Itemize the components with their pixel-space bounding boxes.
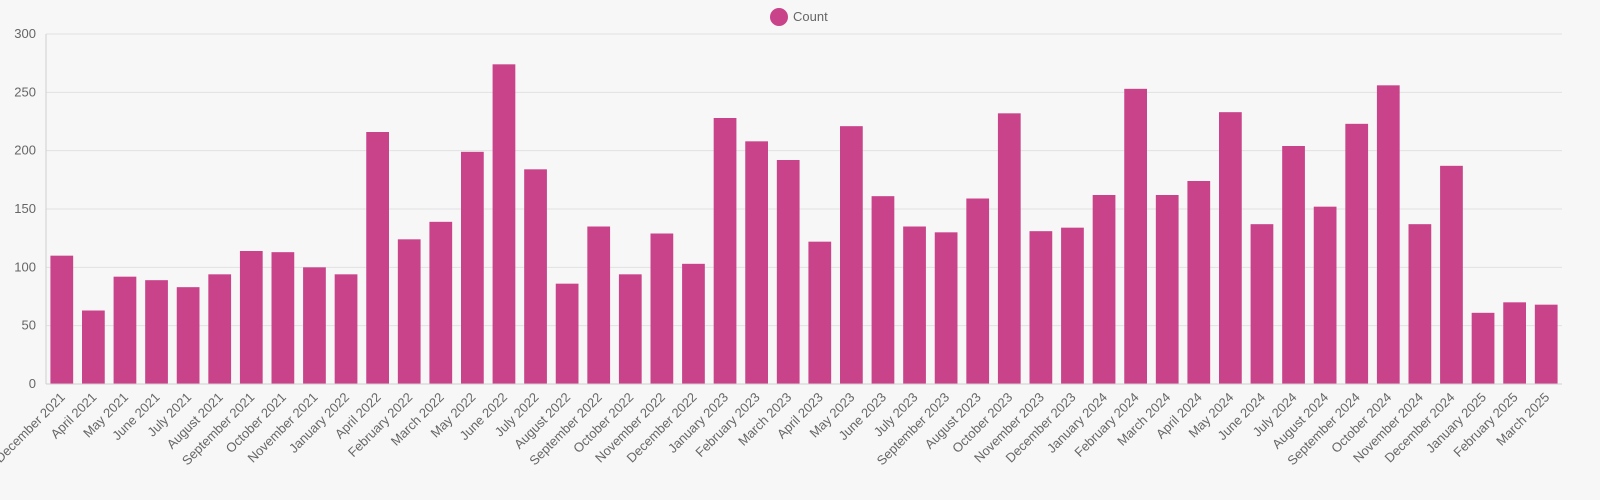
bar[interactable]: [840, 126, 863, 385]
bar[interactable]: [366, 132, 389, 384]
bar[interactable]: [1061, 227, 1084, 384]
bar[interactable]: [1345, 123, 1369, 384]
bar[interactable]: [1029, 231, 1053, 384]
bar[interactable]: [745, 141, 768, 384]
y-tick-label: 200: [14, 143, 36, 158]
legend-label-count: Count: [793, 9, 828, 24]
bar[interactable]: [903, 226, 926, 385]
bar[interactable]: [713, 118, 737, 384]
bar[interactable]: [808, 241, 832, 384]
bar[interactable]: [429, 221, 453, 384]
y-tick-label: 150: [14, 201, 36, 216]
y-tick-label: 300: [14, 26, 36, 41]
chart-legend[interactable]: Count: [770, 8, 828, 26]
bar[interactable]: [1155, 195, 1179, 384]
bar[interactable]: [303, 267, 326, 384]
bar[interactable]: [997, 113, 1021, 384]
bar[interactable]: [524, 169, 547, 384]
y-gridlines: [46, 33, 1562, 385]
bar[interactable]: [587, 226, 611, 385]
bar[interactable]: [1313, 206, 1337, 384]
bar[interactable]: [555, 283, 579, 384]
bar[interactable]: [461, 151, 484, 384]
y-tick-label: 50: [22, 318, 36, 333]
bar[interactable]: [271, 252, 295, 384]
bar[interactable]: [208, 274, 232, 384]
bar[interactable]: [1282, 146, 1305, 384]
bar[interactable]: [239, 251, 263, 384]
bar[interactable]: [1440, 165, 1463, 384]
y-tick-label: 0: [29, 376, 36, 391]
y-tick-label: 250: [14, 84, 36, 99]
bar[interactable]: [618, 274, 642, 384]
bar[interactable]: [113, 276, 137, 384]
bar[interactable]: [1124, 88, 1147, 384]
bar[interactable]: [50, 255, 74, 384]
y-axis-tick-labels: 0 50 100 150 200 250 300: [14, 26, 36, 391]
bar[interactable]: [966, 198, 990, 385]
bar[interactable]: [1503, 302, 1526, 384]
bar[interactable]: [934, 232, 958, 384]
y-tick-label: 100: [14, 259, 36, 274]
bar[interactable]: [871, 196, 895, 384]
bar[interactable]: [1187, 181, 1211, 384]
legend-swatch-count: [770, 8, 788, 26]
bar[interactable]: [1534, 304, 1558, 384]
bar[interactable]: [1092, 195, 1116, 384]
bar[interactable]: [1219, 112, 1242, 385]
bar[interactable]: [682, 263, 705, 384]
bar[interactable]: [1471, 312, 1495, 384]
bar[interactable]: [82, 310, 105, 385]
bar[interactable]: [776, 160, 800, 384]
bar[interactable]: [1376, 85, 1400, 384]
bar[interactable]: [397, 239, 421, 384]
bar[interactable]: [176, 287, 200, 384]
bar[interactable]: [650, 233, 674, 385]
bar-series-count: [50, 64, 1558, 385]
bar[interactable]: [145, 280, 168, 384]
bar[interactable]: [1408, 224, 1432, 384]
bar[interactable]: [492, 64, 516, 384]
bar[interactable]: [1250, 224, 1274, 384]
bar[interactable]: [334, 274, 358, 384]
